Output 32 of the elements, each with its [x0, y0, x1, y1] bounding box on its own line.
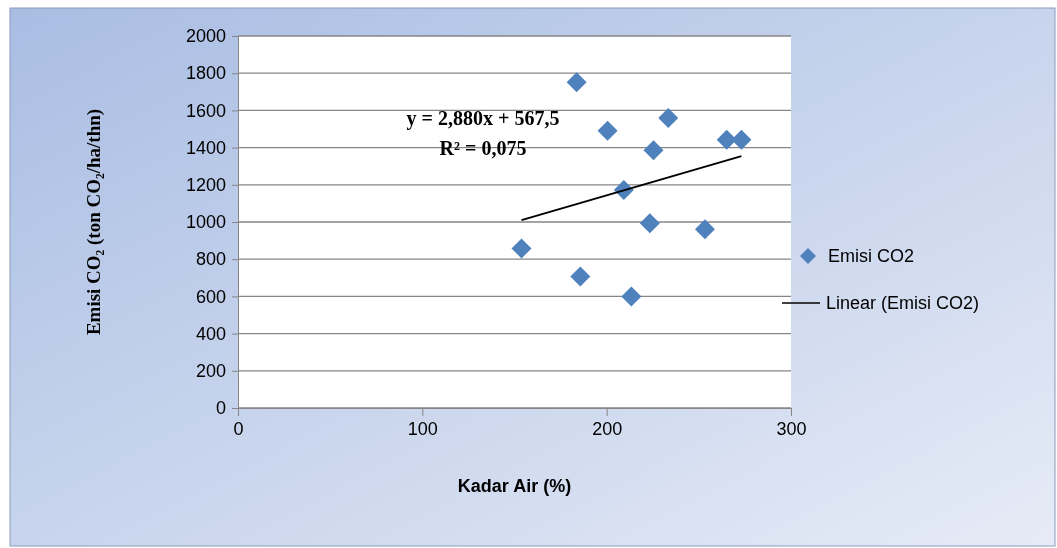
point	[511, 238, 532, 259]
y-tick-label: 800	[195, 249, 226, 270]
x-tick-label: 100	[407, 418, 438, 439]
y-axis-title: Emisi CO₂ (ton CO₂/ha/thn)	[83, 108, 105, 336]
y-tick-label: 2000	[185, 26, 226, 47]
point	[658, 108, 679, 129]
y-tick-label: 200	[195, 361, 226, 382]
annotation: R² = 0,075	[439, 137, 527, 159]
point	[716, 129, 737, 150]
y-tick-label: 600	[195, 286, 226, 307]
annotation: y = 2,880x + 567,5	[406, 107, 560, 130]
x-tick-label: 200	[592, 418, 623, 439]
y-tick-label: 1400	[185, 137, 226, 158]
point	[643, 140, 664, 161]
point	[694, 219, 715, 240]
y-tick-label: 400	[195, 323, 226, 344]
y-tick-label: 1800	[185, 63, 226, 84]
point	[570, 266, 591, 287]
x-tick-label: 300	[776, 418, 807, 439]
y-tick-label: 1200	[185, 175, 226, 196]
y-tick-label: 1600	[185, 100, 226, 121]
point	[597, 120, 618, 141]
point	[639, 213, 660, 234]
y-tick-label: 0	[215, 398, 226, 419]
y-tick-label: 1000	[185, 212, 226, 233]
point	[621, 286, 642, 307]
legend-label: Emisi CO2	[828, 246, 915, 267]
point	[566, 72, 587, 93]
x-axis-title: Kadar Air (%)	[457, 476, 572, 496]
legend-label: Linear (Emisi CO2)	[826, 293, 980, 314]
point	[731, 129, 752, 150]
x-tick-label: 0	[233, 418, 244, 439]
